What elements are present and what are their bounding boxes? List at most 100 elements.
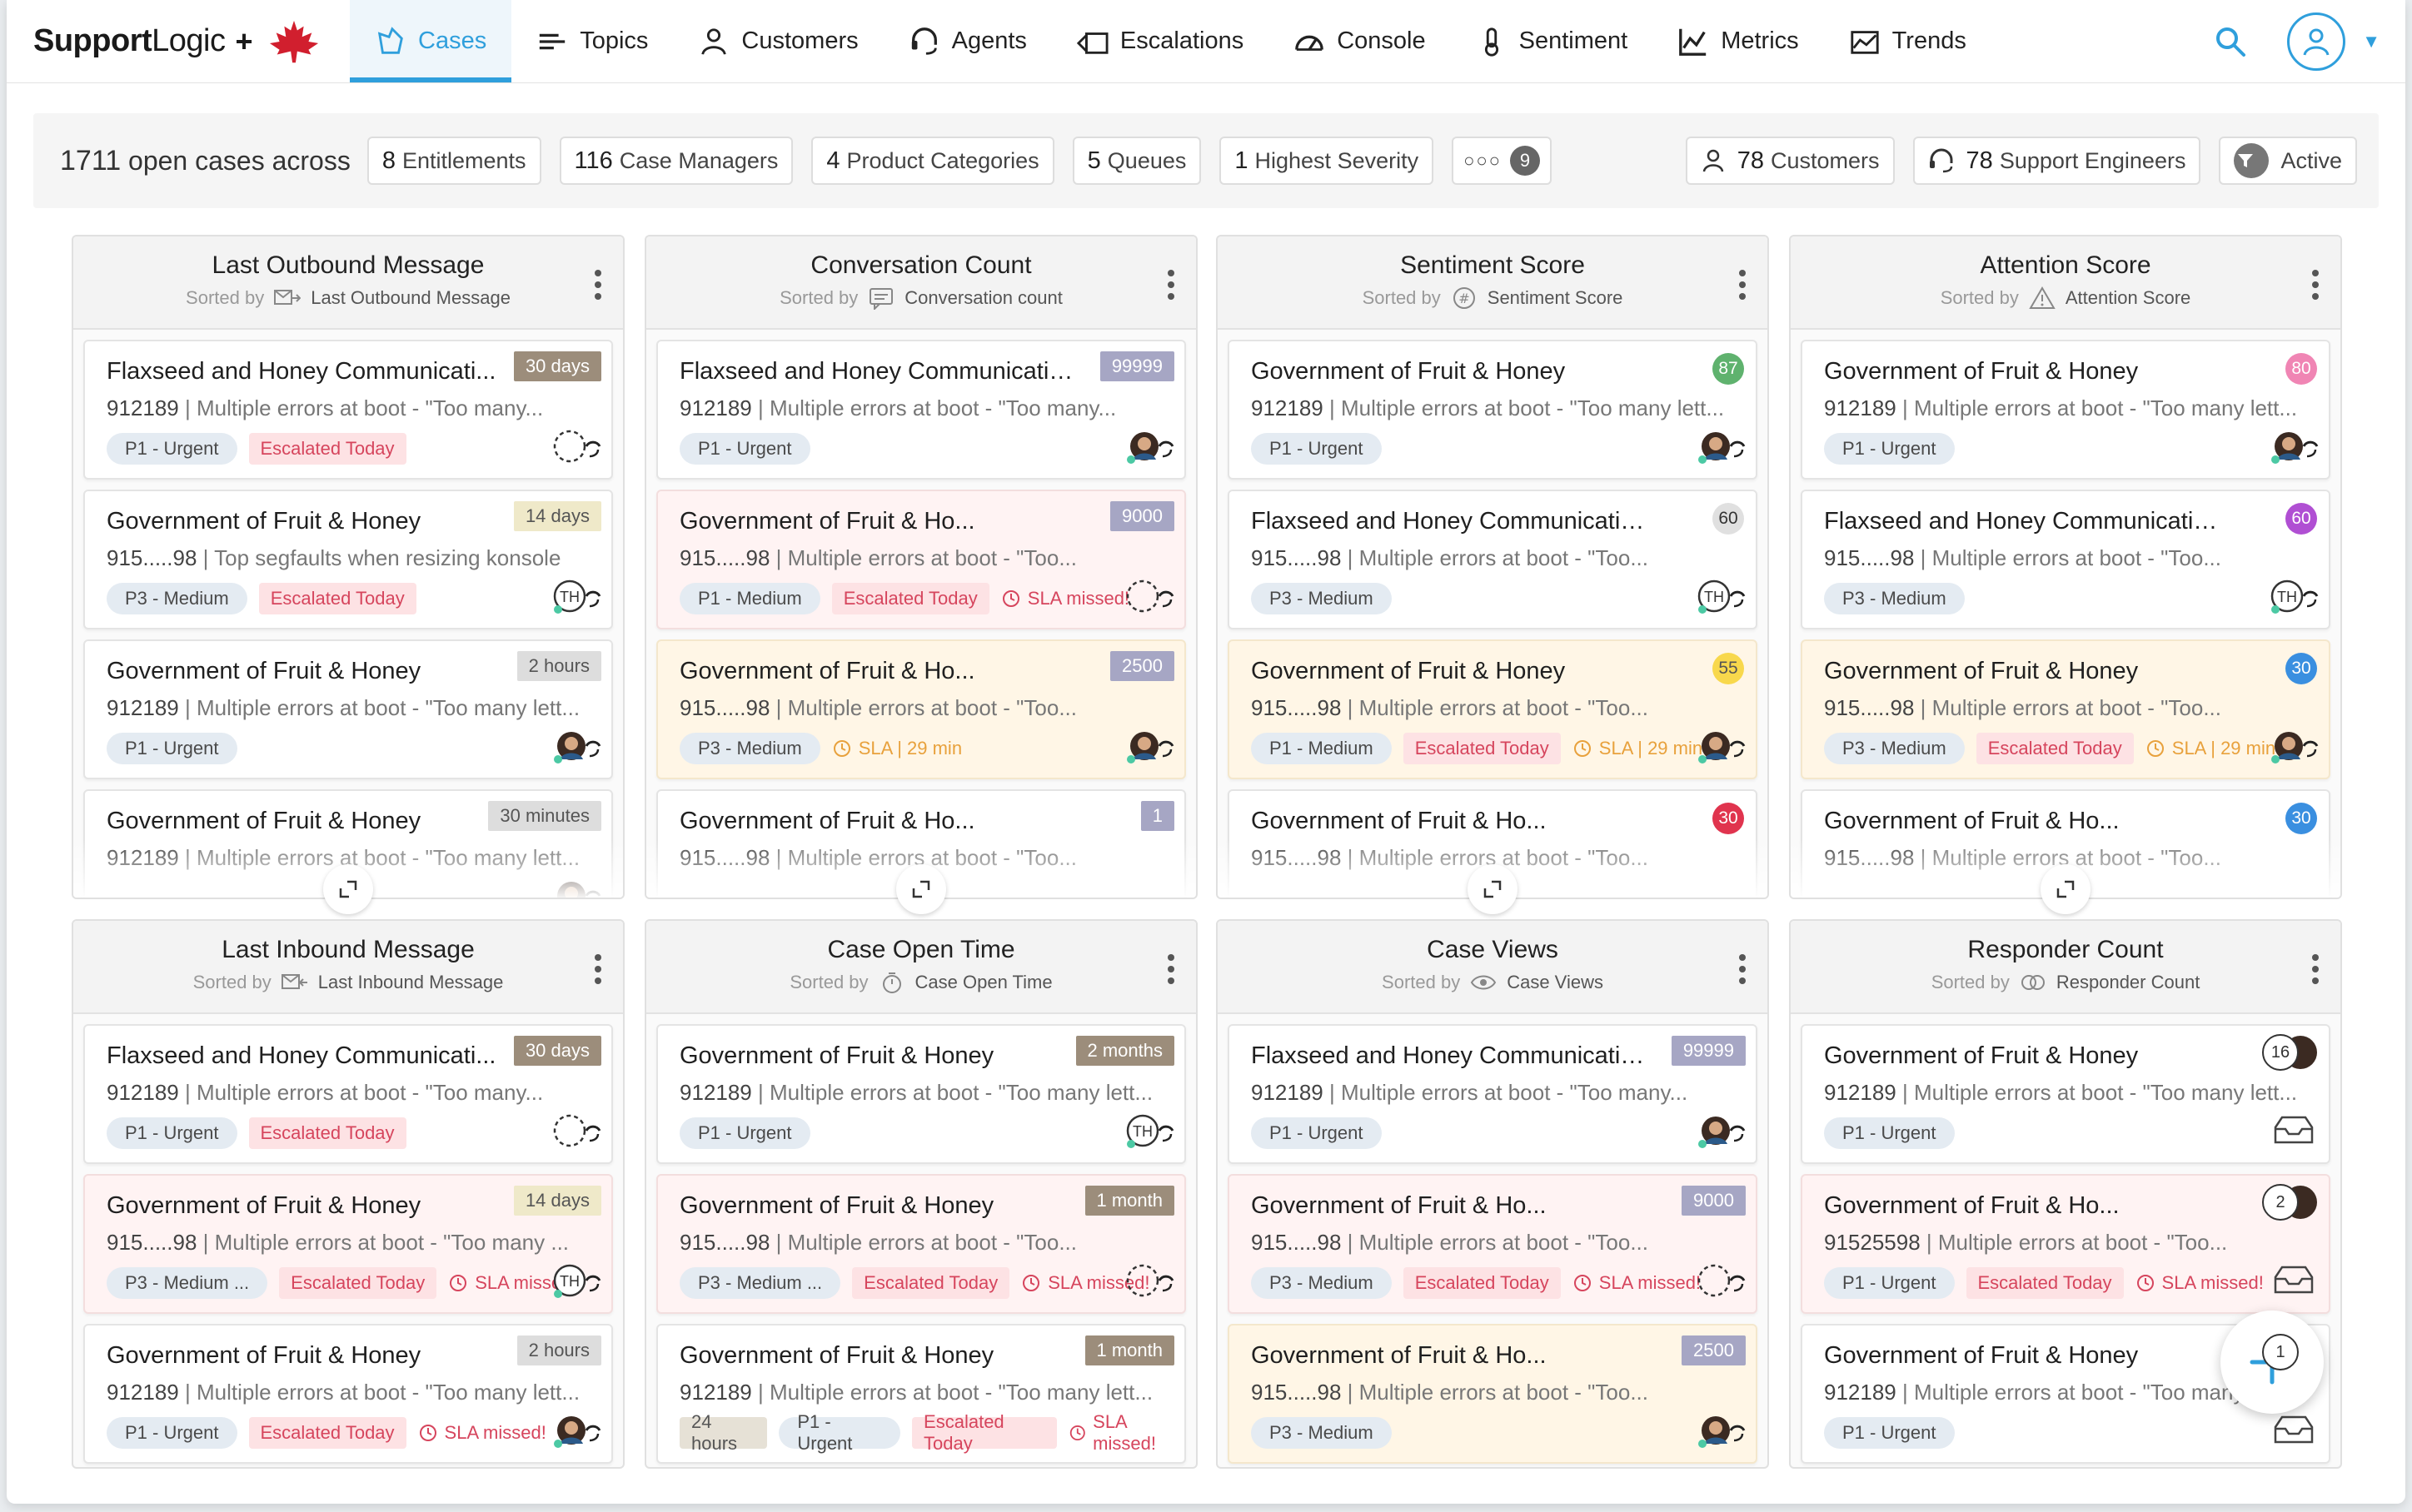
case-card[interactable]: Government of Fruit & Ho... 915.....98 | … [656,639,1186,779]
agent-avatar-icon[interactable] [1123,426,1174,465]
agent-avatar-icon[interactable] [1694,1111,1746,1149]
column-menu-icon[interactable] [1739,270,1746,300]
column-menu-icon[interactable] [1168,954,1174,984]
agent-avatar-icon[interactable] [2267,726,2319,764]
case-card[interactable]: Government of Fruit & Honey 912189 | Mult… [1228,340,1757,480]
tab-escalations[interactable]: Escalations [1052,0,1268,82]
column-sort[interactable]: Sorted by Case Views [1218,971,1767,994]
tab-console[interactable]: Console [1268,0,1450,82]
brand[interactable]: SupportLogic + [7,0,350,82]
active-filter[interactable]: Active [2219,137,2357,185]
support-engineers-filter[interactable]: 78 Support Engineers [1912,137,2201,185]
agent-initials-icon[interactable]: TH [1123,1111,1174,1149]
user-avatar[interactable] [2287,12,2346,71]
sorted-by-label: Sorted by [1940,287,2019,308]
column-menu-icon[interactable] [1168,270,1174,300]
expand-column-button[interactable] [2041,864,2091,914]
column-sort[interactable]: Sorted by Responder Count [1791,971,2340,994]
column-sort[interactable]: Sorted by # Sentiment Score [1218,286,1767,310]
agent-slot [1123,576,1174,614]
tab-cases[interactable]: Cases [350,0,512,82]
case-card[interactable]: Flaxseed and Honey Communications... 9121… [1228,1024,1757,1164]
column-sort[interactable]: Sorted by Case Open Time [646,971,1196,994]
tab-sentiment[interactable]: Sentiment [1451,0,1653,82]
agent-initials-icon[interactable]: TH [2267,576,2319,614]
more-filters-button[interactable]: ○○○ 9 [1452,137,1552,185]
clock-icon [1069,1425,1085,1440]
agent-avatar-icon[interactable] [550,876,601,899]
customers-filter[interactable]: 78 Customers [1685,137,1895,185]
tab-agents[interactable]: Agents [884,0,1052,82]
case-description: 912189 | Multiple errors at boot - "Too … [107,395,544,420]
filter-pill[interactable]: 8 Entitlements [366,137,541,185]
case-card[interactable]: Government of Fruit & Ho... 91525598 | Mu… [1801,1174,2330,1314]
responder-badge: 16 [2262,1034,2317,1071]
tab-trends[interactable]: Trends [1824,0,1991,82]
tab-customers[interactable]: Customers [673,0,883,82]
unassigned-agent-icon[interactable] [1123,576,1174,614]
agent-avatar-icon[interactable] [1694,726,1746,764]
column-sort[interactable]: Sorted by Last Outbound Message [73,286,623,310]
unassigned-agent-icon[interactable] [550,426,601,465]
case-card[interactable]: Flaxseed and Honey Communicati... 912189 … [83,1024,613,1164]
priority-tag: P1 - Urgent [1251,433,1382,465]
agent-avatar-icon[interactable] [550,1410,601,1449]
case-card[interactable]: Government of Fruit & Honey 912189 | Mult… [656,1324,1186,1464]
case-card[interactable]: Government of Fruit & Honey 915.....98 | … [83,490,613,629]
case-card[interactable]: Government of Fruit & Honey 912189 | Mult… [83,1324,613,1464]
case-card[interactable]: Flaxseed and Honey Communications... 9121… [656,340,1186,480]
case-card[interactable]: Government of Fruit & Honey 915.....98 | … [83,1174,613,1314]
case-card[interactable]: Government of Fruit & Ho... 915.....98 | … [1228,1174,1757,1314]
agent-slot [1694,426,1746,465]
filter-pill[interactable]: 116 Case Managers [559,137,794,185]
tab-topics[interactable]: Topics [511,0,673,82]
search-icon[interactable] [2214,25,2247,58]
expand-column-button[interactable] [323,864,373,914]
case-card[interactable]: Government of Fruit & Honey 915.....98 | … [1228,639,1757,779]
agent-avatar-icon[interactable] [550,726,601,764]
agent-initials-icon[interactable]: TH [550,1261,601,1299]
case-card[interactable]: Government of Fruit & Honey 915.....98 | … [656,1174,1186,1314]
chevron-down-icon[interactable]: ▼ [2362,30,2380,52]
column-sort[interactable]: Sorted by Last Inbound Message [73,971,623,994]
agent-avatar-icon[interactable] [1694,426,1746,465]
agent-avatar-icon[interactable] [2267,426,2319,465]
column-menu-icon[interactable] [595,954,601,984]
clock-icon [1573,1275,1591,1291]
column-menu-icon[interactable] [2312,270,2319,300]
agent-initials-icon[interactable]: TH [550,576,601,614]
case-card[interactable]: Flaxseed and Honey Communicati... 912189 … [83,340,613,480]
unassigned-agent-icon[interactable] [1694,1261,1746,1299]
inbox-icon[interactable] [2267,1261,2319,1299]
filter-pill[interactable]: 5 Queues [1072,137,1202,185]
unassigned-agent-icon[interactable] [1123,1261,1174,1299]
column-menu-icon[interactable] [595,270,601,300]
escalated-tag: Escalated Today [1966,1267,2124,1299]
filter-pill[interactable]: 1 Highest Severity [1219,137,1434,185]
filter-pill[interactable]: 4 Product Categories [811,137,1054,185]
column-menu-icon[interactable] [1739,954,1746,984]
case-card[interactable]: Flaxseed and Honey Communications I... 91… [1228,490,1757,629]
case-card[interactable]: Government of Fruit & Honey 912189 | Mult… [1801,1024,2330,1164]
inbox-icon[interactable] [2267,1410,2319,1449]
case-card[interactable]: Government of Fruit & Honey 912189 | Mult… [83,639,613,779]
case-card[interactable]: Government of Fruit & Honey 912189 | Mult… [1801,340,2330,480]
expand-column-button[interactable] [896,864,946,914]
case-card[interactable]: Government of Fruit & Honey 912189 | Mult… [656,1024,1186,1164]
column-sort[interactable]: Sorted by Attention Score [1791,286,2340,310]
case-card[interactable]: Government of Fruit & Honey 915.....98 | … [1801,639,2330,779]
agent-initials-icon[interactable]: TH [1694,576,1746,614]
tab-metrics[interactable]: Metrics [1652,0,1823,82]
expand-column-button[interactable] [1468,864,1517,914]
filter-label: Highest Severity [1254,147,1419,173]
case-card[interactable]: Flaxseed and Honey Communications I... 91… [1801,490,2330,629]
agent-avatar-icon[interactable] [1123,726,1174,764]
inbox-icon[interactable] [2267,1111,2319,1149]
case-card[interactable]: Government of Fruit & Ho... 915.....98 | … [1228,1324,1757,1464]
agent-avatar-icon[interactable] [1694,1410,1746,1449]
column-menu-icon[interactable] [2312,954,2319,984]
priority-tag: P3 - Medium [107,583,247,614]
unassigned-agent-icon[interactable] [550,1111,601,1149]
case-card[interactable]: Government of Fruit & Ho... 915.....98 | … [656,490,1186,629]
column-sort[interactable]: Sorted by Conversation count [646,286,1196,310]
